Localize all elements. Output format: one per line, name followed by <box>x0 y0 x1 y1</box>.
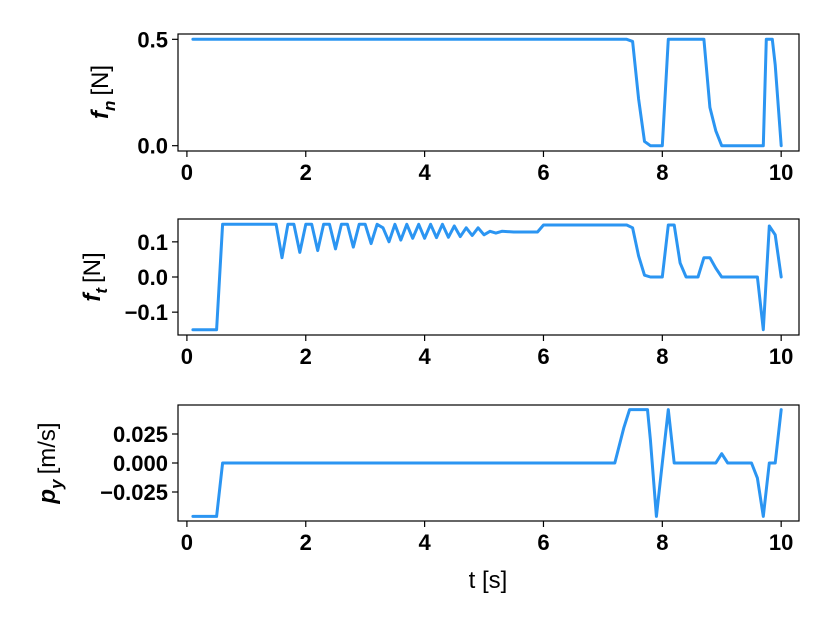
ylabel-2-unit: [N] <box>79 252 106 283</box>
x-tick-label: 4 <box>418 160 431 185</box>
x-tick-label: 0 <box>181 530 193 555</box>
ylabel-1-symbol: f <box>87 109 114 119</box>
ylabel-2-symbol: f <box>79 292 106 302</box>
ylabel-1: fn [N] <box>87 65 119 119</box>
panel-tangential-force: 0 2 4 6 8 10 0.1 0.0 −0.1 ft [N] <box>79 218 800 369</box>
series-line <box>191 222 783 332</box>
x-tick-label: 2 <box>300 160 312 185</box>
x-tick-label: 0 <box>181 160 193 185</box>
y-tick-label: 0.0 <box>137 265 168 290</box>
ylabel-2: ft [N] <box>79 252 111 301</box>
series-line <box>191 37 783 148</box>
x-tick-label: 6 <box>537 344 549 369</box>
plot-area-2: 0 2 4 6 8 10 0.1 0.0 −0.1 <box>125 222 793 369</box>
ylabel-3-subscript: y <box>47 478 66 490</box>
panel-velocity: 0 2 4 6 8 10 0.025 0.000 −0.025 py [m/s] t [s] <box>34 404 800 594</box>
x-tick-label: 4 <box>418 530 431 555</box>
x-tick-label: 6 <box>537 530 549 555</box>
plot-frame-1 <box>177 33 800 152</box>
ylabel-3-unit: [m/s] <box>34 422 61 474</box>
ylabel-3-symbol: p <box>34 489 61 505</box>
x-tick-label: 6 <box>537 160 549 185</box>
xlabel: t [s] <box>469 567 508 594</box>
y-tick-label: −0.1 <box>125 300 168 325</box>
x-tick-label: 8 <box>656 344 668 369</box>
x-tick-label: 10 <box>769 530 793 555</box>
y-tick-label: 0.5 <box>137 27 168 52</box>
x-tick-label: 2 <box>300 530 312 555</box>
y-tick-label: 0.025 <box>113 422 168 447</box>
x-tick-label: 2 <box>300 344 312 369</box>
x-tick-label: 0 <box>181 344 193 369</box>
ylabel-3: py [m/s] <box>34 422 66 504</box>
ylabel-1-subscript: n <box>100 101 119 111</box>
x-tick-label: 8 <box>656 530 668 555</box>
x-tick-label: 10 <box>769 344 793 369</box>
y-tick-label: 0.1 <box>137 230 168 255</box>
y-tick-label: 0.0 <box>137 134 168 159</box>
x-tick-label: 8 <box>656 160 668 185</box>
ylabel-1-unit: [N] <box>87 65 114 96</box>
series-line <box>191 408 783 518</box>
plot-frame-2 <box>177 218 800 336</box>
y-tick-label: 0.000 <box>113 451 168 476</box>
x-tick-label: 10 <box>769 160 793 185</box>
plot-area-3: 0 2 4 6 8 10 0.025 0.000 −0.025 <box>100 408 793 555</box>
ylabel-2-subscript: t <box>92 287 111 294</box>
x-tick-label: 4 <box>418 344 431 369</box>
y-tick-label: −0.025 <box>100 480 168 505</box>
plot-area-1: 0 2 4 6 8 10 0.0 0.5 <box>137 27 793 185</box>
panel-normal-force: 0 2 4 6 8 10 0.0 0.5 fn [N] <box>87 27 800 185</box>
